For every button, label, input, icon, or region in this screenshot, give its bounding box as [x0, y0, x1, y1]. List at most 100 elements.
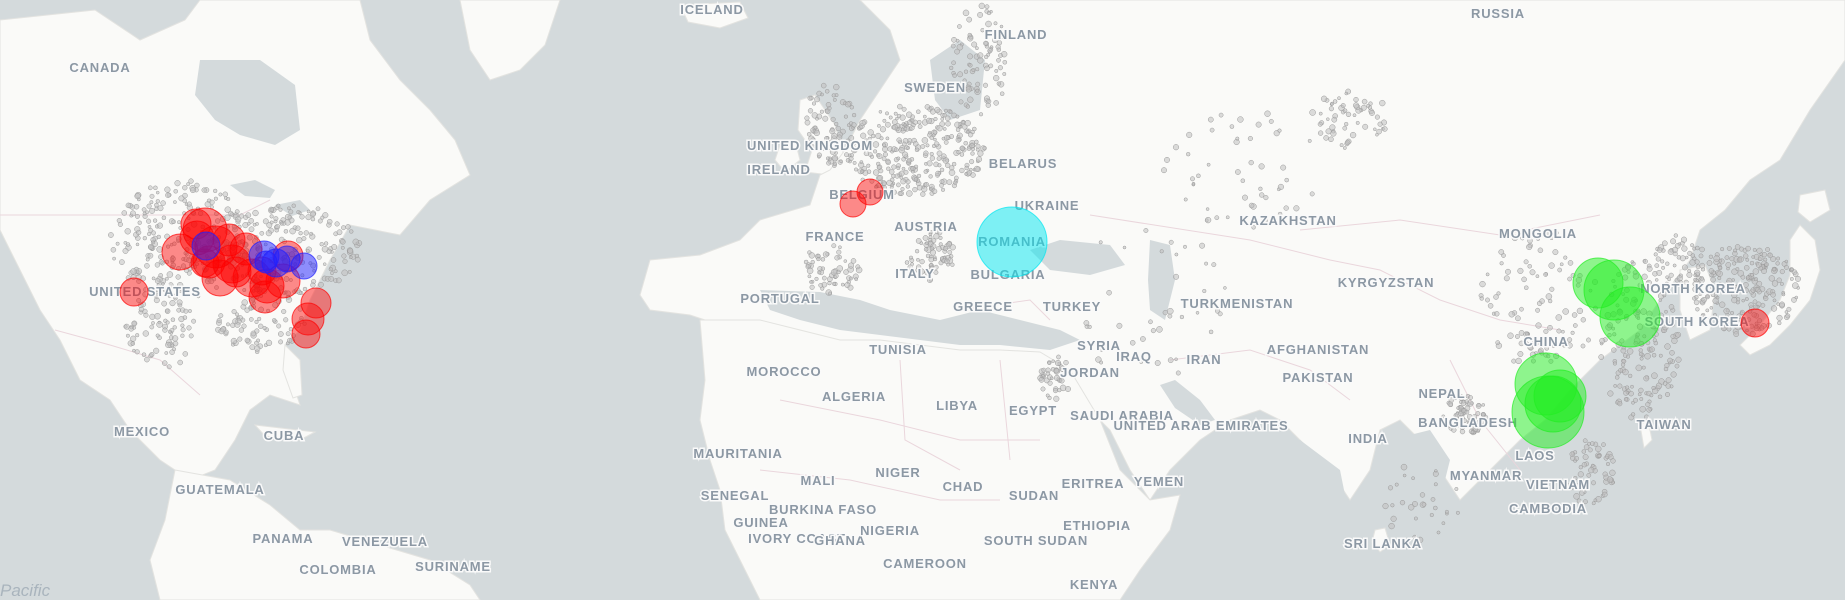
city-dot	[156, 321, 163, 328]
city-dot	[1353, 102, 1360, 109]
city-dot	[1781, 292, 1786, 297]
red-bubble-marker[interactable]	[248, 280, 282, 314]
city-dot	[153, 347, 160, 354]
red-bubble-marker[interactable]	[201, 259, 239, 297]
city-dot	[1352, 113, 1357, 118]
city-dot	[1495, 340, 1501, 345]
city-dot	[970, 146, 976, 152]
city-dot	[1377, 121, 1383, 127]
city-dot	[822, 251, 829, 258]
city-dot	[914, 147, 920, 153]
red-bubble-marker[interactable]	[856, 178, 884, 206]
city-dot	[1729, 310, 1735, 316]
red-bubble-marker[interactable]	[119, 277, 149, 307]
city-dot	[933, 264, 939, 270]
city-dot	[1268, 118, 1274, 124]
city-dot	[1052, 388, 1059, 394]
city-dot	[1508, 311, 1515, 318]
city-dot	[1235, 169, 1241, 175]
city-dot	[1684, 255, 1689, 260]
city-dot	[1657, 247, 1663, 253]
city-dot	[1503, 275, 1510, 282]
country-label-panama: PANAMA	[253, 531, 314, 546]
city-dot	[1580, 317, 1586, 323]
city-dot	[907, 264, 914, 271]
city-dot	[188, 333, 194, 339]
city-dot	[806, 132, 812, 137]
city-dot	[326, 248, 332, 255]
city-dot	[1610, 458, 1616, 464]
city-dot	[834, 121, 839, 127]
hudson-bay	[195, 60, 300, 145]
city-dot	[296, 210, 301, 215]
city-dot	[144, 356, 150, 363]
city-dot	[165, 276, 169, 281]
city-dot	[200, 224, 206, 230]
city-dot	[939, 167, 945, 173]
red-bubble-marker[interactable]	[1740, 308, 1770, 338]
city-dot	[177, 220, 181, 225]
green-bubble-marker[interactable]	[1572, 257, 1624, 309]
country-label-niger: NIGER	[875, 465, 920, 480]
city-dot	[998, 53, 1003, 58]
blue-bubble-marker[interactable]	[290, 252, 318, 280]
city-dot	[352, 238, 360, 246]
city-dot	[922, 114, 927, 119]
city-dot	[1524, 285, 1529, 290]
city-dot	[1369, 109, 1375, 116]
city-dot	[244, 307, 250, 313]
city-dot	[1573, 493, 1580, 500]
city-dot	[882, 151, 888, 158]
city-dot	[1337, 96, 1341, 101]
city-dot	[1651, 372, 1658, 379]
city-dot	[898, 170, 905, 177]
city-dot	[1661, 240, 1668, 247]
city-dot	[1795, 275, 1801, 282]
city-dot	[1587, 447, 1593, 453]
city-dot	[929, 263, 934, 268]
country-label-mauritania: MAURITANIA	[693, 446, 782, 461]
red-bubble-marker[interactable]	[291, 319, 321, 349]
city-dot	[237, 336, 243, 342]
city-dot	[879, 126, 887, 133]
city-dot	[204, 201, 211, 208]
green-bubble-marker[interactable]	[1533, 369, 1587, 423]
city-dot	[1680, 236, 1688, 243]
city-dot	[165, 192, 171, 198]
city-dot	[832, 161, 838, 167]
blue-bubble-marker[interactable]	[254, 250, 278, 274]
city-dot	[889, 177, 895, 183]
city-dot	[110, 247, 117, 253]
city-dot	[847, 262, 855, 269]
city-dot	[971, 68, 976, 72]
red-bubble-marker[interactable]	[300, 287, 332, 319]
city-dot	[1687, 268, 1692, 273]
city-dot	[942, 246, 948, 252]
city-dot	[820, 257, 826, 262]
city-dot	[836, 265, 844, 272]
city-dot	[939, 179, 945, 185]
black-sea	[1030, 240, 1125, 275]
red-bubble-marker[interactable]	[220, 256, 252, 288]
city-dot	[958, 99, 964, 105]
city-dot	[1525, 334, 1531, 340]
cyan-bubble-marker[interactable]	[976, 206, 1048, 278]
city-dot	[1175, 370, 1181, 376]
bubble-markers-layer[interactable]	[119, 178, 1770, 449]
city-dot	[926, 160, 933, 167]
blue-bubble-marker[interactable]	[191, 231, 221, 261]
city-dot	[1451, 427, 1457, 433]
city-dot	[1325, 128, 1332, 135]
city-dot	[278, 207, 283, 212]
city-dot	[1792, 271, 1799, 278]
city-dot	[124, 228, 131, 235]
city-dot	[176, 299, 183, 306]
city-dot	[1045, 393, 1050, 398]
red-bubble-marker[interactable]	[291, 302, 325, 336]
city-dot	[933, 116, 938, 122]
city-dot	[900, 187, 905, 192]
country-label-russia: RUSSIA	[1471, 6, 1525, 21]
city-dot	[891, 119, 898, 125]
city-dot	[1433, 482, 1438, 487]
